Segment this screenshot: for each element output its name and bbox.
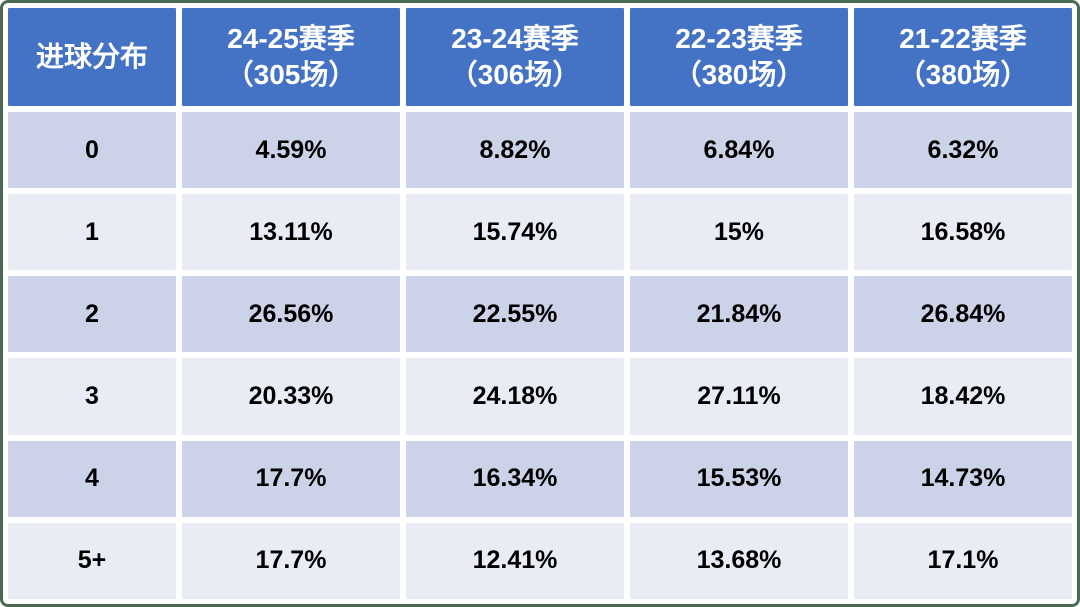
- header-season-line2: （305场）: [225, 59, 357, 90]
- cell-1-22-23: 15%: [630, 194, 848, 271]
- header-season-line2: （306场）: [449, 59, 581, 90]
- cell-4-21-22: 14.73%: [854, 440, 1072, 517]
- cell-0-21-22: 6.32%: [854, 112, 1072, 189]
- header-season-line1: 23-24赛季: [451, 22, 579, 54]
- cell-1-21-22: 16.58%: [854, 194, 1072, 271]
- header-season-23-24: 23-24赛季 （306场）: [406, 8, 624, 106]
- row-label-3: 3: [8, 358, 176, 435]
- header-season-line1: 24-25赛季: [227, 22, 355, 54]
- header-season-21-22: 21-22赛季 （380场）: [854, 8, 1072, 106]
- cell-5plus-21-22: 17.1%: [854, 522, 1072, 599]
- cell-3-23-24: 24.18%: [406, 358, 624, 435]
- cell-0-23-24: 8.82%: [406, 112, 624, 189]
- cell-3-22-23: 27.11%: [630, 358, 848, 435]
- row-label-2: 2: [8, 276, 176, 353]
- header-corner-label: 进球分布: [35, 40, 148, 72]
- header-season-line2: （380场）: [897, 59, 1029, 90]
- cell-4-23-24: 16.34%: [406, 440, 624, 517]
- row-label-5plus: 5+: [8, 522, 176, 599]
- header-season-line1: 21-22赛季: [899, 22, 1027, 54]
- row-label-0: 0: [8, 112, 176, 189]
- cell-1-24-25: 13.11%: [182, 194, 400, 271]
- cell-4-22-23: 15.53%: [630, 440, 848, 517]
- header-season-24-25: 24-25赛季 （305场）: [182, 8, 400, 106]
- cell-3-21-22: 18.42%: [854, 358, 1072, 435]
- cell-2-24-25: 26.56%: [182, 276, 400, 353]
- cell-5plus-24-25: 17.7%: [182, 522, 400, 599]
- cell-0-24-25: 4.59%: [182, 112, 400, 189]
- cell-4-24-25: 17.7%: [182, 440, 400, 517]
- cell-2-22-23: 21.84%: [630, 276, 848, 353]
- cell-3-24-25: 20.33%: [182, 358, 400, 435]
- cell-2-21-22: 26.84%: [854, 276, 1072, 353]
- cell-1-23-24: 15.74%: [406, 194, 624, 271]
- row-label-1: 1: [8, 194, 176, 271]
- header-corner-cell: 进球分布: [8, 8, 176, 106]
- header-season-line1: 22-23赛季: [675, 22, 803, 54]
- cell-5plus-23-24: 12.41%: [406, 522, 624, 599]
- cell-5plus-22-23: 13.68%: [630, 522, 848, 599]
- goal-distribution-table: 进球分布 24-25赛季 （305场） 23-24赛季 （306场） 22-23…: [3, 3, 1077, 604]
- header-season-22-23: 22-23赛季 （380场）: [630, 8, 848, 106]
- header-season-line2: （380场）: [673, 59, 805, 90]
- cell-2-23-24: 22.55%: [406, 276, 624, 353]
- cell-0-22-23: 6.84%: [630, 112, 848, 189]
- row-label-4: 4: [8, 440, 176, 517]
